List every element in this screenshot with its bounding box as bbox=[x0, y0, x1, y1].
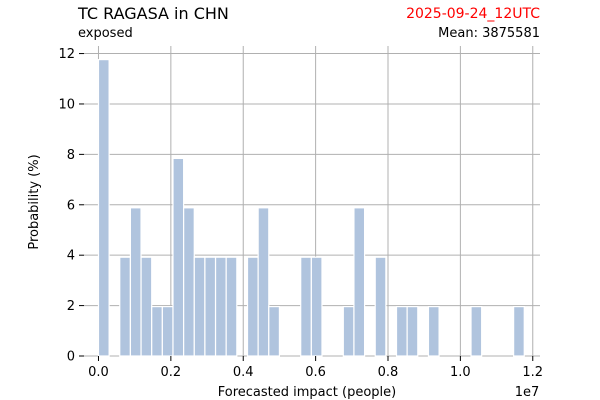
histogram-bar bbox=[129, 207, 142, 357]
histogram-bar bbox=[513, 306, 525, 357]
mean-label: Mean: 3875581 bbox=[438, 26, 540, 41]
histogram-bar bbox=[183, 207, 195, 357]
histogram-bar bbox=[214, 256, 227, 357]
y-tick-label: 0 bbox=[67, 350, 75, 365]
histogram-bar bbox=[151, 306, 163, 357]
x-tick-label: 0.4 bbox=[233, 365, 254, 380]
histogram-bar bbox=[193, 256, 206, 357]
y-tick-label: 2 bbox=[67, 299, 75, 314]
y-tick-label: 4 bbox=[67, 249, 75, 264]
x-axis-label: Forecasted impact (people) bbox=[218, 385, 396, 400]
histogram-bar bbox=[97, 59, 110, 357]
histogram-bar bbox=[395, 306, 408, 357]
histogram-bar bbox=[353, 207, 366, 357]
histogram-bar bbox=[310, 256, 323, 357]
x-tick-label: 0.2 bbox=[161, 365, 182, 380]
histogram-bars bbox=[97, 59, 525, 357]
chart-title: TC RAGASA in CHN bbox=[78, 4, 229, 23]
y-tick-label: 6 bbox=[67, 198, 75, 213]
x-tick-label: 0.0 bbox=[88, 365, 109, 380]
histogram-bar bbox=[172, 157, 185, 357]
histogram-bar bbox=[257, 207, 270, 357]
histogram-bar bbox=[300, 256, 312, 357]
histogram-bar bbox=[342, 306, 355, 357]
histogram-bar bbox=[204, 256, 217, 357]
x-tick-label: 1.2 bbox=[522, 365, 543, 380]
chart-subtitle: exposed bbox=[78, 26, 133, 41]
histogram-bar bbox=[140, 256, 153, 357]
axes: 0 2 4 6 8 10 12 0.0 0.2 0.4 0.6 0.8 1.0 1.2 bbox=[58, 47, 543, 380]
x-axis-offset-label: 1e7 bbox=[515, 385, 540, 400]
y-tick-label: 12 bbox=[58, 47, 75, 62]
histogram-bar bbox=[427, 306, 440, 357]
histogram-bar bbox=[268, 306, 281, 357]
y-axis-label: Probability (%) bbox=[27, 154, 42, 249]
histogram-bar bbox=[161, 306, 174, 357]
x-tick-label: 1.0 bbox=[450, 365, 471, 380]
histogram-bar bbox=[119, 256, 131, 357]
histogram-bar bbox=[406, 306, 419, 357]
y-tick-label: 10 bbox=[58, 97, 75, 112]
histogram-bar bbox=[470, 306, 483, 357]
x-tick-label: 0.8 bbox=[378, 365, 399, 380]
forecast-date: 2025-09-24_12UTC bbox=[406, 6, 540, 22]
y-tick-label: 8 bbox=[67, 148, 75, 163]
x-tick-label: 0.6 bbox=[305, 365, 326, 380]
histogram-bar bbox=[246, 256, 259, 357]
histogram-bar bbox=[374, 256, 387, 357]
histogram-bar bbox=[225, 256, 238, 357]
